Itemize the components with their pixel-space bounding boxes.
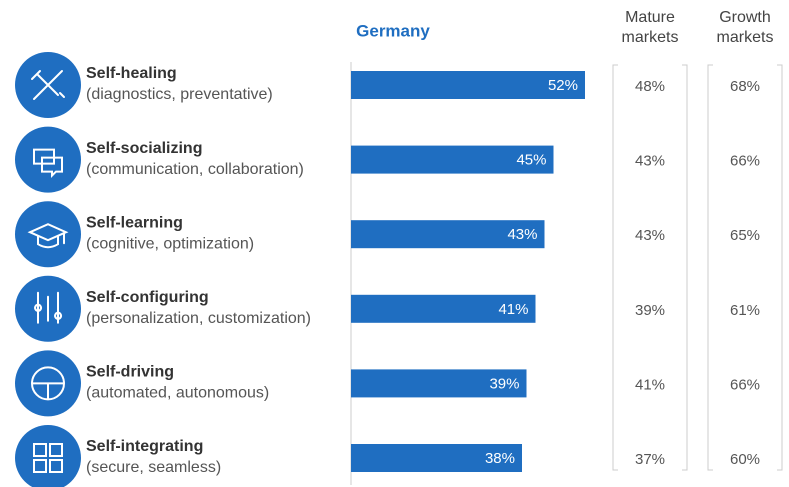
category-description: (cognitive, optimization) (86, 235, 254, 252)
icon-glyph (34, 291, 63, 324)
column-value: 68% (730, 78, 760, 95)
column-value: 43% (635, 227, 665, 244)
column-value: 66% (730, 376, 760, 393)
value-label: 39% (489, 375, 519, 392)
value-label: 43% (507, 226, 537, 243)
category-description: (personalization, customization) (86, 310, 311, 327)
value-label: 45% (516, 152, 546, 169)
category-label: Self-healing (86, 65, 177, 82)
category-description: (automated, autonomous) (86, 385, 269, 402)
column-header: Mature markets (621, 9, 679, 46)
column-value: 48% (635, 78, 665, 95)
icon (15, 52, 81, 118)
icon-glyph (27, 223, 69, 249)
icon-circle (15, 425, 81, 487)
icon-circle (15, 126, 81, 193)
column-frame (612, 64, 688, 471)
icon-glyph (31, 366, 66, 401)
icon (15, 425, 81, 487)
icon-circle (15, 201, 81, 268)
icon-glyph (33, 443, 63, 473)
category-label: Self-learning (86, 214, 183, 231)
category-label: Self-driving (86, 364, 174, 381)
category-label: Self-configuring (86, 289, 209, 306)
column-value: 43% (635, 153, 665, 170)
bar (351, 369, 527, 398)
bar (351, 294, 536, 323)
bar (351, 220, 545, 249)
value-label: 38% (485, 450, 515, 467)
column-value: 39% (635, 302, 665, 319)
bar (351, 71, 585, 99)
column-value: 61% (730, 302, 760, 319)
category-label: Self-integrating (86, 438, 203, 455)
icon (15, 275, 81, 342)
column-value: 41% (635, 376, 665, 393)
category-label: Self-socializing (86, 140, 202, 157)
icon (15, 350, 81, 417)
column-frame (707, 64, 783, 471)
icon (15, 126, 81, 193)
column-header: Growth markets (716, 9, 774, 46)
series-name: Germany (356, 21, 430, 40)
column-value: 60% (730, 451, 760, 468)
bar (351, 145, 554, 174)
column-value: 66% (730, 153, 760, 170)
icon-glyph (33, 148, 63, 179)
bar (351, 444, 522, 472)
value-label: 41% (498, 301, 528, 318)
column-value: 37% (635, 451, 665, 468)
icon-glyph (31, 70, 65, 100)
value-label: 52% (548, 77, 578, 94)
category-description: (secure, seamless) (86, 459, 221, 476)
column-value: 65% (730, 227, 760, 244)
category-description: (diagnostics, preventative) (86, 86, 273, 103)
icon (15, 201, 81, 268)
category-description: (communication, collaboration) (86, 161, 304, 178)
